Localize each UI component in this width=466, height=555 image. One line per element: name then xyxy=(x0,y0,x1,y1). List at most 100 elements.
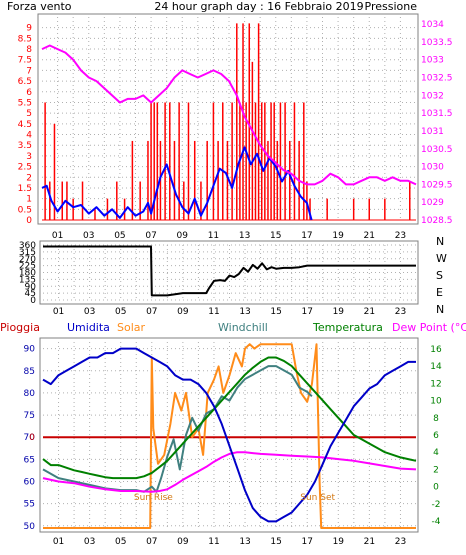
wind-tick-label: 9 xyxy=(26,24,32,34)
pressure-tick-label: 1029 xyxy=(421,198,444,208)
sunrise-label: Sun Rise xyxy=(134,493,173,503)
humidity-tick-label: 60 xyxy=(24,478,36,488)
humidity-tick-label: 90 xyxy=(24,345,36,355)
pressure-tick-label: 1030.5 xyxy=(421,145,453,155)
temperature-line xyxy=(42,356,417,480)
hour-tick-label: 17 xyxy=(301,307,312,317)
temperature-tick-label: 6 xyxy=(433,431,439,441)
pressure-tick-label: 1029.5 xyxy=(421,180,453,190)
compass-label: S xyxy=(436,269,443,282)
wind-tick-label: 8.5 xyxy=(18,34,32,44)
hour-tick-label: 15 xyxy=(270,231,281,241)
wind-tick-label: 8 xyxy=(26,45,32,55)
dew-point-label: Dew Point (°C) xyxy=(392,321,466,334)
solar-line xyxy=(43,343,416,529)
panel-frame xyxy=(39,337,419,533)
rain-label: Pioggia xyxy=(0,321,40,334)
hour-tick-label: 07 xyxy=(146,307,157,317)
panel-frame xyxy=(39,240,419,305)
dew-point-line xyxy=(42,451,417,493)
pressure-tick-label: 1032.5 xyxy=(421,74,453,84)
hour-tick-label: 17 xyxy=(301,537,312,547)
wind-tick-label: 5 xyxy=(26,109,32,119)
wind-tick-label: 7 xyxy=(26,66,32,76)
wind-average-line xyxy=(41,146,313,221)
hour-tick-label: 05 xyxy=(115,307,126,317)
pressure-tick-label: 1028.5 xyxy=(421,216,453,226)
temperature-tick-label: -2 xyxy=(432,500,441,510)
temperature-tick-label: -4 xyxy=(432,517,441,527)
hour-tick-label: 03 xyxy=(83,231,94,241)
pressure-tick-label: 1031.5 xyxy=(421,109,453,119)
hour-tick-label: 01 xyxy=(53,537,64,547)
wind-tick-label: 2.5 xyxy=(18,163,32,173)
humidity-line xyxy=(42,347,416,523)
pressure-tick-label: 1033 xyxy=(421,56,444,66)
hour-tick-label: 07 xyxy=(146,537,157,547)
hour-tick-label: 05 xyxy=(114,231,125,241)
hour-tick-label: 19 xyxy=(333,537,345,547)
wind-pressure-panel: 00.511.522.533.544.555.566.577.588.59 102… xyxy=(18,13,453,241)
hour-tick-label: 23 xyxy=(395,537,406,547)
pressure-label: Pressione xyxy=(365,0,418,13)
hour-tick-label: 15 xyxy=(270,307,281,317)
temperature-tick-label: 2 xyxy=(433,465,439,475)
wind-speed-label: Forza vento xyxy=(7,0,72,13)
direction-tick-label: 90 xyxy=(25,282,37,292)
hour-tick-label: 09 xyxy=(177,231,189,241)
temperature-tick-label: 0 xyxy=(433,483,439,493)
pressure-line xyxy=(41,44,417,186)
temperature-tick-label: 12 xyxy=(430,379,441,389)
hour-tick-label: 11 xyxy=(208,537,219,547)
direction-tick-label: 360 xyxy=(19,241,36,251)
compass-label: N xyxy=(436,235,444,248)
hour-tick-label: 03 xyxy=(84,307,95,317)
hour-tick-label: 23 xyxy=(395,307,406,317)
temperature-tick-label: 4 xyxy=(433,448,439,458)
humidity-tick-label: 80 xyxy=(24,389,36,399)
pressure-tick-label: 1032 xyxy=(421,91,444,101)
direction-tick-label: 315 xyxy=(19,248,36,258)
temperature-label: Temperatura xyxy=(312,321,383,334)
pressure-tick-label: 1033.5 xyxy=(421,38,453,48)
wind-tick-label: 1 xyxy=(26,195,32,205)
wind-tick-label: 5.5 xyxy=(18,98,32,108)
hour-tick-label: 17 xyxy=(301,231,312,241)
hour-tick-label: 09 xyxy=(177,537,189,547)
hour-tick-label: 21 xyxy=(364,537,375,547)
wind-tick-label: 1.5 xyxy=(18,184,32,194)
wind-tick-label: 3.5 xyxy=(18,141,32,151)
wind-direction-line xyxy=(43,245,416,297)
humidity-tick-label: 55 xyxy=(24,500,35,510)
hour-tick-label: 13 xyxy=(239,307,250,317)
hour-tick-label: 15 xyxy=(270,537,281,547)
hour-tick-label: 23 xyxy=(395,231,406,241)
compass-label: E xyxy=(436,286,443,299)
wind-tick-label: 0 xyxy=(26,216,32,226)
wind-tick-label: 6 xyxy=(26,88,32,98)
hour-tick-label: 11 xyxy=(208,307,219,317)
hour-tick-label: 09 xyxy=(177,307,189,317)
sunset-label: Sun Set xyxy=(300,493,335,503)
humidity-tick-label: 75 xyxy=(24,411,35,421)
wind-tick-label: 4.5 xyxy=(18,120,32,130)
direction-tick-label: 135 xyxy=(19,275,36,285)
compass-label: W xyxy=(436,252,447,265)
windchill-label: Windchill xyxy=(218,321,268,334)
hour-tick-label: 19 xyxy=(333,307,345,317)
humidity-tick-label: 65 xyxy=(24,455,35,465)
wind-gust-series xyxy=(44,23,411,220)
rain-value-label: 0 xyxy=(29,433,35,443)
pressure-tick-label: 1030 xyxy=(421,163,444,173)
temperature-humidity-panel: 50 55 60 65 70 75 80 85 90 -4 -2 0 2 4 6 8 10 12 14 16 01 03 0… xyxy=(24,337,442,547)
hour-tick-label: 13 xyxy=(239,537,250,547)
wind-tick-label: 0.5 xyxy=(18,205,32,215)
hour-tick-label: 21 xyxy=(364,231,375,241)
hour-tick-label: 07 xyxy=(145,231,156,241)
wind-tick-label: 4 xyxy=(26,131,32,141)
solar-label: Solar xyxy=(117,321,146,334)
hour-tick-label: 01 xyxy=(53,307,64,317)
direction-tick-label: 225 xyxy=(19,262,36,272)
